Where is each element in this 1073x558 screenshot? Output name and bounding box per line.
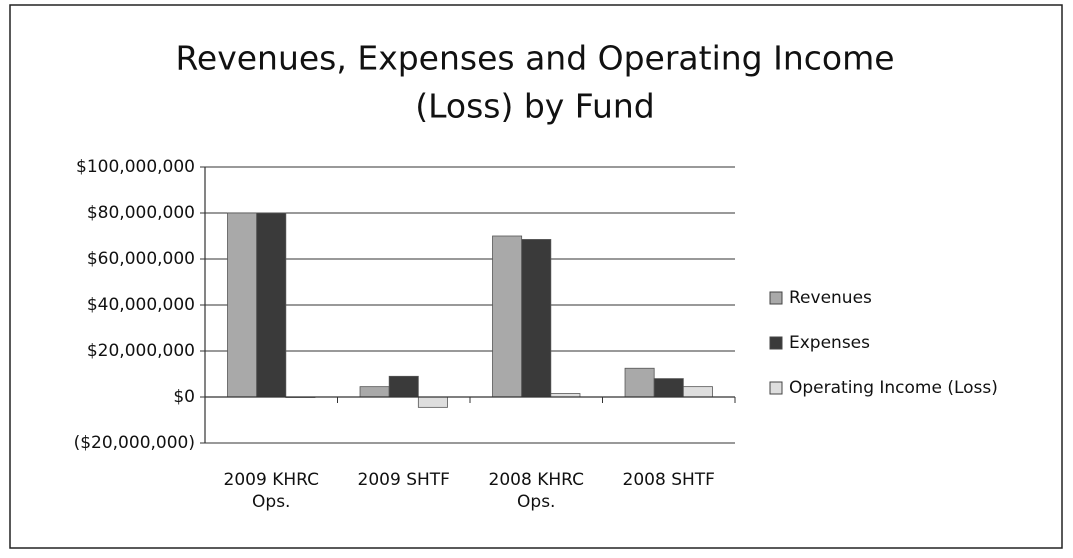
chart-title-line: (Loss) by Fund <box>415 87 655 126</box>
x-tick-label: 2009 KHRC Ops. <box>223 470 319 512</box>
bar <box>682 386 713 398</box>
x-tick-label: 2008 KHRC Ops. <box>488 470 584 512</box>
y-tick-label: $80,000,000 <box>87 203 195 223</box>
x-tick-label: 2008 SHTF <box>622 470 715 490</box>
bar <box>492 235 523 398</box>
bar <box>653 378 684 398</box>
y-tick-label: $60,000,000 <box>87 249 195 269</box>
y-tick-label: ($20,000,000) <box>74 433 195 453</box>
bar <box>521 239 552 398</box>
legend-swatch <box>769 336 783 350</box>
y-tick-label: $100,000,000 <box>76 157 195 177</box>
legend-swatch <box>769 381 783 395</box>
bar <box>417 396 448 408</box>
bar <box>359 386 390 398</box>
y-tick-label: $0 <box>173 387 195 407</box>
legend-swatch <box>769 291 783 305</box>
y-tick-label: $40,000,000 <box>87 295 195 315</box>
chart-title: Revenues, Expenses and Operating Income <box>175 39 894 78</box>
bar <box>388 375 419 398</box>
legend-label: Expenses <box>789 333 870 353</box>
legend-label: Revenues <box>789 288 872 308</box>
chart-border <box>9 4 1063 549</box>
bar <box>256 212 287 398</box>
x-tick-label: 2009 SHTF <box>357 470 450 490</box>
legend-label: Operating Income (Loss) <box>789 378 998 398</box>
y-tick-label: $20,000,000 <box>87 341 195 361</box>
bar <box>227 212 258 398</box>
bar <box>624 367 655 398</box>
